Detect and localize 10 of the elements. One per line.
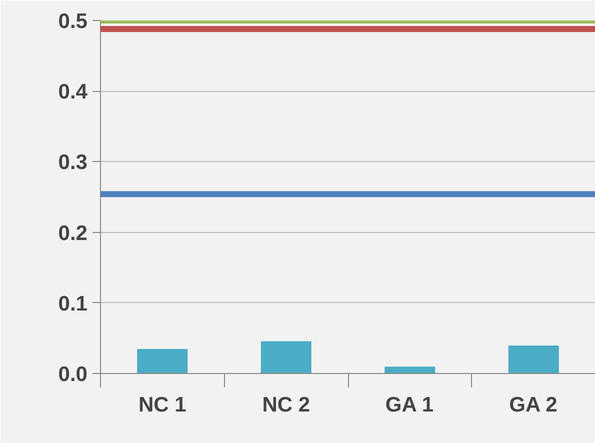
y-tick-label: 0.0	[58, 363, 88, 386]
y-tick-label: 0.2	[58, 222, 88, 245]
x-tick-label: NC 2	[262, 394, 310, 416]
x-tick-label: GA 2	[509, 394, 558, 416]
x-tick-label: NC 1	[138, 394, 187, 416]
y-tick-label: 0.5	[58, 10, 88, 33]
y-tick-label: 0.4	[58, 80, 88, 104]
y-tick-label: 0.3	[58, 151, 88, 174]
y-tick-label: 0.1	[58, 292, 88, 316]
x-tick-label: GA 1	[385, 394, 434, 416]
